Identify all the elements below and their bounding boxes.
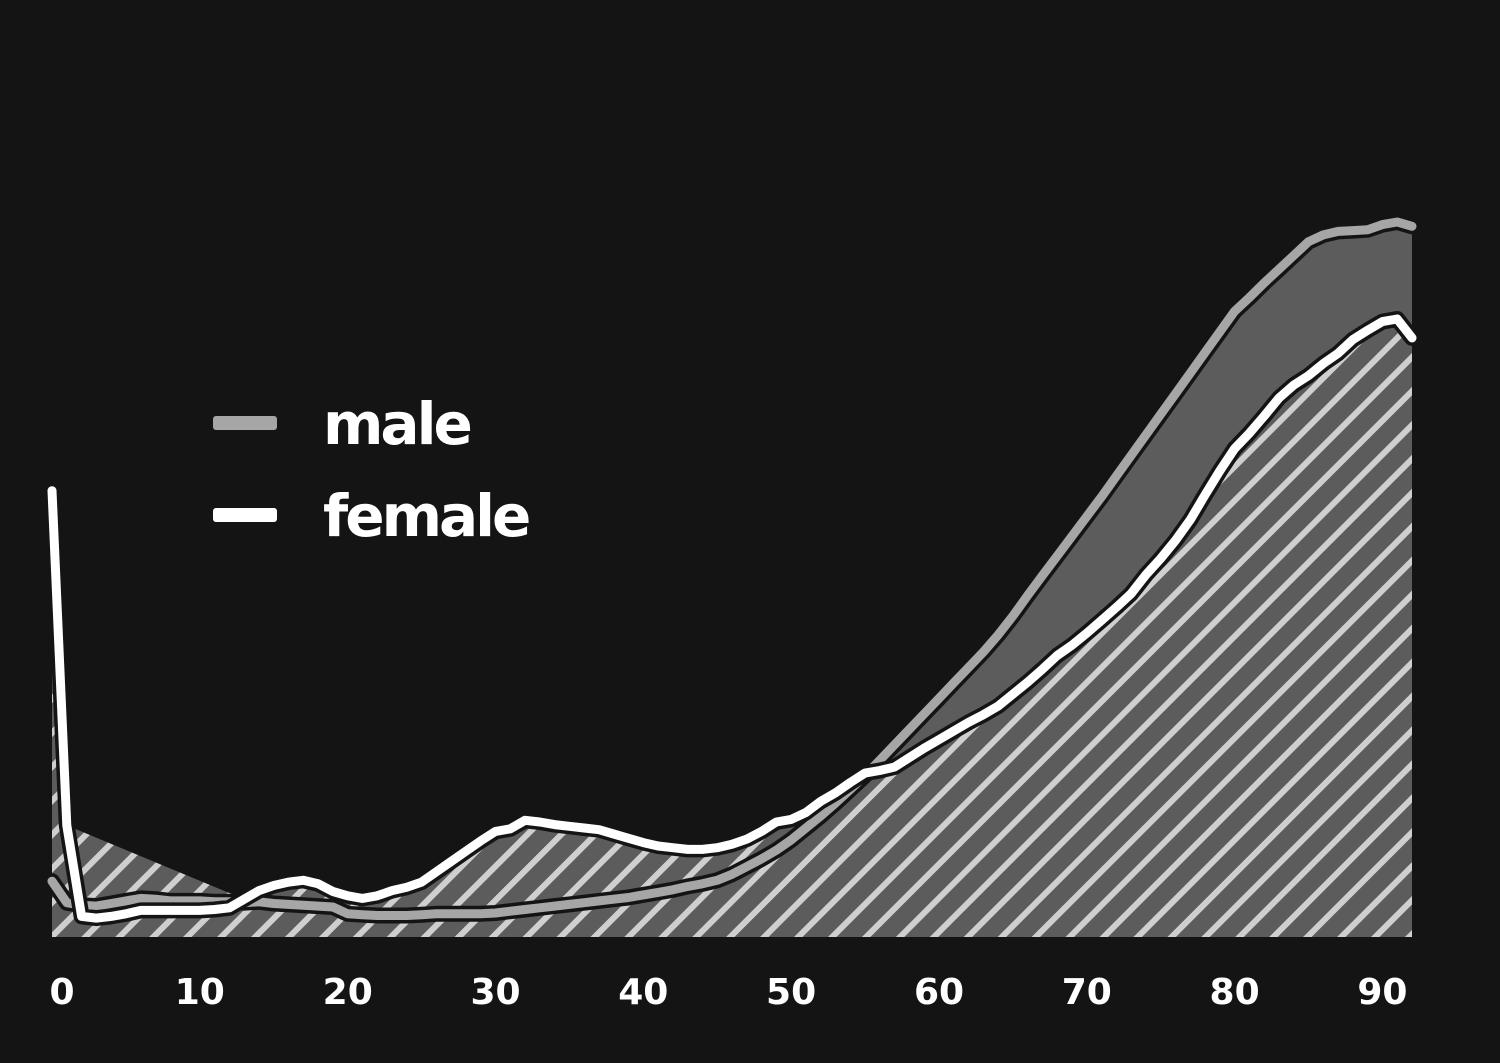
x-tick-label: 60	[914, 972, 964, 1013]
x-tick-label: 40	[618, 972, 668, 1013]
x-tick-label: 90	[1357, 972, 1407, 1013]
x-tick-label: 50	[766, 972, 816, 1013]
series-line-female	[47, 314, 1417, 923]
legend-swatch-male	[213, 416, 277, 430]
legend-label-female: female	[323, 482, 529, 550]
area-overlap-hatched	[52, 319, 1412, 937]
series-lines	[44, 214, 1420, 927]
x-axis: 0 10 20 30 40 50 60 70 80 90	[49, 972, 1407, 1013]
area-female-excess-hatched	[52, 490, 865, 916]
x-tick-label: 30	[470, 972, 520, 1013]
x-tick-label: 70	[1062, 972, 1112, 1013]
x-tick-label: 0	[49, 972, 74, 1013]
x-tick-label: 20	[323, 972, 373, 1013]
x-tick-label: 10	[175, 972, 225, 1013]
legend-swatch-female	[213, 508, 277, 522]
legend: male female	[213, 390, 532, 550]
legend-label-male: male	[323, 390, 470, 458]
series-line-male	[47, 217, 1417, 920]
x-tick-label: 80	[1210, 972, 1260, 1013]
plot-area	[52, 222, 1412, 937]
